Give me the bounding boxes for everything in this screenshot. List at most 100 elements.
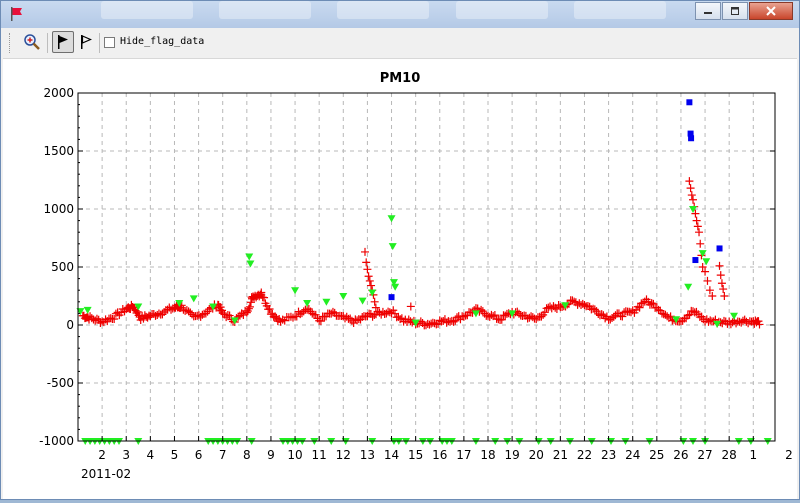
data-point-triangle <box>322 298 331 306</box>
toolbar-grip[interactable] <box>9 33 13 53</box>
data-point-triangle <box>230 317 239 325</box>
data-point-plus <box>361 247 369 256</box>
data-point-triangle <box>391 283 400 291</box>
data-point-plus <box>117 308 126 317</box>
data-point-plus <box>735 317 744 326</box>
data-point-triangle <box>246 260 255 268</box>
data-point-plus <box>297 309 306 318</box>
data-point-plus <box>611 311 620 320</box>
data-point-plus <box>370 297 379 306</box>
data-point-plus <box>451 316 460 325</box>
data-point-triangle <box>245 253 254 261</box>
x-tick-label: 19 <box>504 448 519 462</box>
data-point-plus <box>247 293 256 302</box>
x-tick-label: 15 <box>408 448 423 462</box>
x-tick-label: 14 <box>384 448 399 462</box>
data-point-plus <box>299 307 308 316</box>
data-point-plus <box>371 303 380 312</box>
data-point-plus <box>703 276 712 285</box>
data-point-triangle <box>561 302 570 310</box>
x-tick-label: 18 <box>480 448 495 462</box>
data-point-plus <box>645 300 654 309</box>
data-point-plus <box>459 312 468 321</box>
data-point-plus <box>708 292 717 300</box>
minimize-button[interactable] <box>695 2 721 20</box>
unflag-mode-button[interactable] <box>75 31 97 53</box>
data-point-plus <box>198 310 207 319</box>
data-point-plus <box>732 319 741 328</box>
data-point-plus <box>280 316 289 325</box>
data-point-square <box>692 257 699 264</box>
minimize-icon <box>704 12 712 14</box>
y-tick-label: 1000 <box>43 202 74 216</box>
data-point-plus <box>657 309 666 318</box>
data-point-triangle <box>175 299 184 307</box>
data-point-plus <box>695 228 704 237</box>
data-point-plus <box>685 310 694 319</box>
data-point-plus <box>686 184 695 193</box>
window-controls <box>694 2 793 20</box>
flag-outline-icon <box>81 35 92 49</box>
data-point-plus <box>755 320 764 329</box>
data-point-plus <box>618 312 627 321</box>
plot-panel: PM10 -1000 -500 0 500 1000 1500 2000 2 3 4 5 6 7 8 9 10… <box>3 59 797 499</box>
data-point-plus <box>540 308 549 317</box>
data-point-triangle <box>698 250 707 258</box>
data-point-triangle <box>303 299 312 307</box>
data-point-plus <box>106 314 115 323</box>
x-tick-label: 12 <box>336 448 351 462</box>
close-button[interactable] <box>749 2 793 20</box>
data-point-plus <box>308 309 317 318</box>
data-point-plus <box>246 298 255 307</box>
x-tick-label: 26 <box>673 448 688 462</box>
data-point-plus <box>425 320 434 329</box>
x-tick-label: 16 <box>432 448 447 462</box>
data-point-plus <box>601 314 610 323</box>
zoom-button[interactable] <box>21 31 43 53</box>
data-point-plus <box>691 209 700 218</box>
flag-mode-button[interactable] <box>52 31 74 53</box>
x-tick-label: 3 <box>122 448 130 462</box>
data-point-plus <box>568 296 577 305</box>
data-point-plus <box>449 317 458 326</box>
background-tab-ghost <box>101 1 193 19</box>
data-point-plus <box>101 315 110 324</box>
data-point-plus <box>590 305 599 314</box>
background-tab-ghost <box>337 1 429 19</box>
data-point-plus <box>728 318 737 327</box>
data-point-square <box>687 130 694 137</box>
y-tick-label: 1500 <box>43 144 74 158</box>
x-tick-label: 22 <box>577 448 592 462</box>
data-point-plus <box>389 306 398 315</box>
x-tick-label: 5 <box>171 448 179 462</box>
data-point-triangle <box>189 295 198 303</box>
background-tab-ghost <box>456 1 548 19</box>
data-point-square <box>388 294 395 301</box>
data-point-plus <box>186 308 195 317</box>
x-tick-label: 9 <box>267 448 275 462</box>
y-tick-label: 500 <box>51 260 74 274</box>
data-point-square <box>716 245 723 252</box>
y-tick-label: -500 <box>47 376 74 390</box>
data-point-plus <box>698 263 707 271</box>
data-point-plus <box>689 307 697 316</box>
data-point-plus <box>580 301 589 310</box>
data-point-plus <box>154 309 163 318</box>
data-point-triangle <box>339 293 348 300</box>
title-bar[interactable] <box>1 1 799 28</box>
data-point-plus <box>754 317 763 326</box>
maximize-button[interactable] <box>722 2 748 20</box>
y-tick-label: 0 <box>66 318 74 332</box>
hide-flag-data-checkbox[interactable] <box>104 37 115 48</box>
data-point-plus <box>639 298 648 307</box>
data-point-triangle <box>134 303 143 311</box>
data-point-triangle <box>689 206 697 213</box>
toolbar-separator <box>99 33 100 53</box>
x-tick-label: 2 <box>785 448 793 462</box>
data-point-plus <box>260 293 269 302</box>
data-point-plus <box>497 315 506 324</box>
data-point-plus <box>328 307 337 316</box>
